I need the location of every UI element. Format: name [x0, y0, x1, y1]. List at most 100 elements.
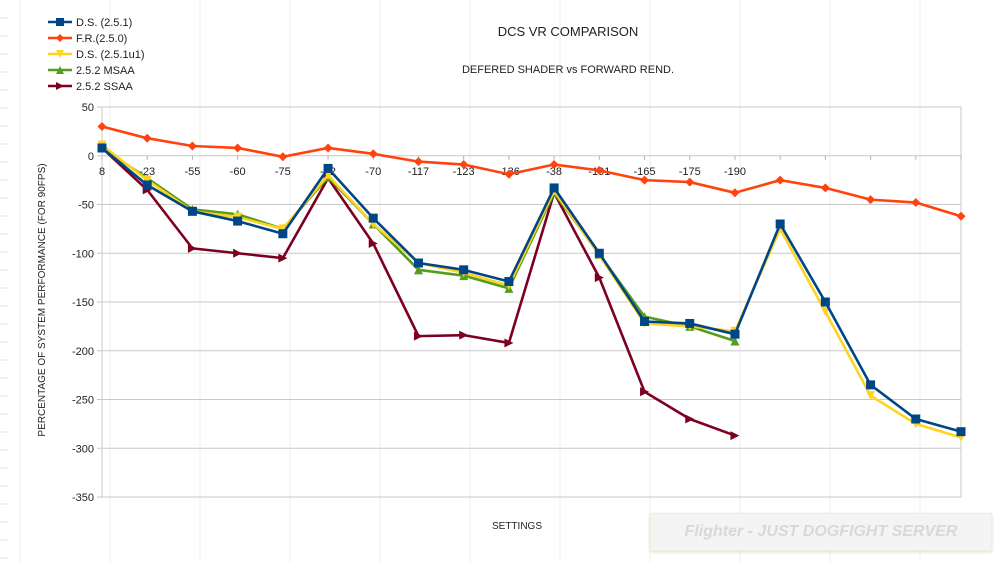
data-point: [956, 427, 966, 437]
data-point: [233, 143, 243, 153]
data-point: [459, 265, 469, 275]
data-point: [504, 169, 514, 179]
series-d-s-2-5-1-: [97, 143, 966, 437]
x-tick-label: -117: [408, 166, 429, 178]
series-2-5-2-ssaa: [97, 143, 740, 441]
legend-item: D.S. (2.5.1): [48, 17, 132, 29]
data-point: [866, 391, 876, 401]
x-tick-label: 8: [99, 166, 105, 178]
data-point: [142, 175, 152, 185]
data-point: [187, 141, 197, 151]
data-point: [413, 157, 423, 167]
data-point: [640, 387, 650, 397]
data-point: [685, 318, 695, 328]
data-point: [549, 183, 559, 193]
data-point: [142, 180, 152, 190]
y-tick-label: -300: [72, 443, 94, 455]
data-point: [278, 224, 288, 234]
data-point: [459, 160, 469, 170]
x-tick-label: -38: [546, 166, 562, 178]
data-point: [97, 122, 107, 131]
legend-item: D.S. (2.5.1u1): [48, 49, 144, 61]
x-tick-label: -70: [365, 166, 381, 178]
legend-label: 2.5.2 SSAA: [76, 81, 134, 93]
legend-item: 2.5.2 MSAA: [48, 65, 135, 77]
data-point: [594, 248, 604, 258]
data-point: [775, 219, 785, 229]
chart-subtitle: DEFERED SHADER vs FORWARD REND.: [462, 64, 674, 76]
data-point: [549, 160, 559, 170]
data-point: [142, 133, 152, 143]
watermark: Flighter - JUST DOGFIGHT SERVER: [650, 513, 992, 551]
x-tick-label: -60: [230, 166, 246, 178]
y-tick-label: -150: [72, 297, 94, 309]
chart-title: DCS VR COMPARISON: [498, 24, 639, 39]
y-tick-label: 0: [88, 151, 94, 163]
x-axis-label: SETTINGS: [492, 521, 542, 532]
data-point: [413, 331, 423, 341]
series-line: [101, 125, 962, 218]
plot-grid: [97, 106, 962, 498]
data-point: [368, 213, 378, 223]
data-point: [459, 330, 469, 340]
spreadsheet-grid: [0, 0, 921, 562]
legend-label: F.R.(2.5.0): [76, 33, 127, 45]
data-point: [323, 143, 333, 153]
x-axis: 8-23-55-60-75-22-70-117-123-136-38-101-1…: [99, 155, 962, 178]
data-point: [730, 431, 740, 441]
legend-label: D.S. (2.5.1u1): [76, 49, 144, 61]
data-point: [866, 380, 876, 390]
data-point: [56, 34, 64, 42]
data-point: [820, 307, 830, 317]
data-point: [640, 317, 650, 326]
data-point: [278, 253, 288, 263]
x-tick-label: -190: [724, 166, 746, 178]
data-point: [368, 149, 378, 159]
data-point: [97, 143, 107, 153]
x-tick-label: -175: [679, 166, 701, 178]
y-tick-label: -100: [72, 248, 94, 260]
y-tick-label: -250: [72, 395, 94, 407]
data-point: [685, 414, 695, 424]
x-tick-label: -123: [453, 166, 475, 178]
data-point: [504, 338, 514, 348]
x-tick-label: -55: [184, 166, 200, 178]
legend-item: 2.5.2 SSAA: [48, 81, 134, 93]
data-point: [640, 175, 650, 185]
data-point: [56, 50, 64, 58]
data-point: [775, 175, 785, 185]
data-point: [187, 206, 197, 216]
data-point: [685, 177, 695, 187]
y-tick-label: -350: [72, 492, 94, 504]
data-point: [504, 277, 514, 287]
data-point: [594, 165, 604, 175]
series-group: [97, 122, 966, 443]
y-tick-label: -200: [72, 346, 94, 358]
data-point: [594, 273, 604, 283]
data-point: [956, 211, 966, 221]
data-point: [413, 258, 423, 268]
data-point: [56, 82, 64, 90]
x-tick-label: -75: [275, 166, 291, 178]
data-point: [820, 183, 830, 193]
data-point: [278, 152, 288, 162]
series-f-r-2-5-0-: [97, 122, 966, 221]
data-point: [911, 414, 921, 424]
data-point: [730, 188, 740, 198]
data-point: [413, 265, 423, 275]
series-line: [101, 146, 736, 437]
y-axis: 50 0 -50 -100 -150 -200 -250 -300 -350: [72, 102, 94, 504]
y-tick-label: 50: [82, 102, 94, 114]
legend-item: F.R.(2.5.0): [48, 33, 127, 45]
series-line: [101, 143, 962, 439]
legend-label: D.S. (2.5.1): [76, 17, 132, 29]
data-point: [278, 229, 288, 239]
series-line: [101, 146, 962, 433]
data-point: [730, 329, 740, 339]
data-point: [820, 297, 830, 307]
y-tick-label: -50: [78, 200, 94, 212]
y-axis-label: PERCENTAGE OF SYSTEM PERFORMANCE (FOR 90…: [37, 163, 48, 436]
legend: D.S. (2.5.1) F.R.(2.5.0) D.S. (2.5.1u1) 2.5…: [48, 17, 144, 93]
data-point: [368, 239, 378, 248]
